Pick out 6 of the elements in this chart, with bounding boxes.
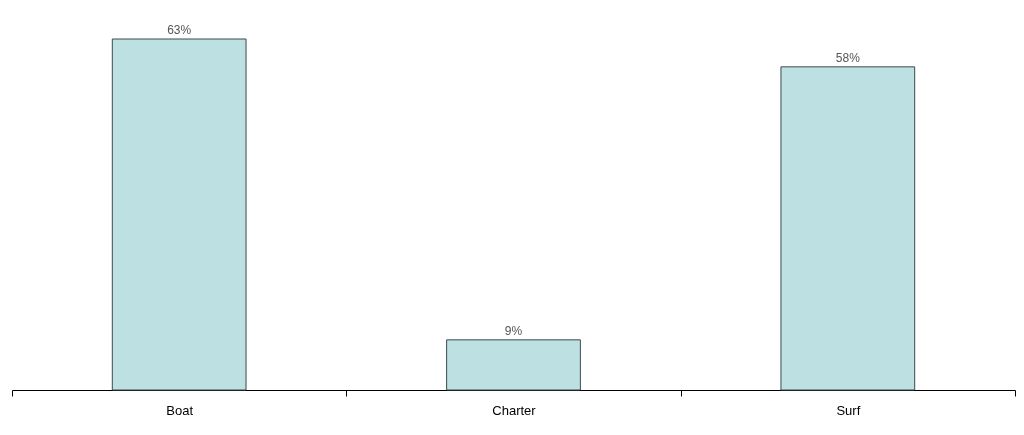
data-label: 58% bbox=[835, 50, 861, 65]
x-tick-label: Surf bbox=[836, 402, 861, 418]
data-label: 9% bbox=[504, 323, 523, 338]
data-label: 63% bbox=[167, 23, 192, 37]
x-tick-label: Boat bbox=[166, 402, 194, 418]
x-tick-label: Charter bbox=[492, 402, 537, 418]
